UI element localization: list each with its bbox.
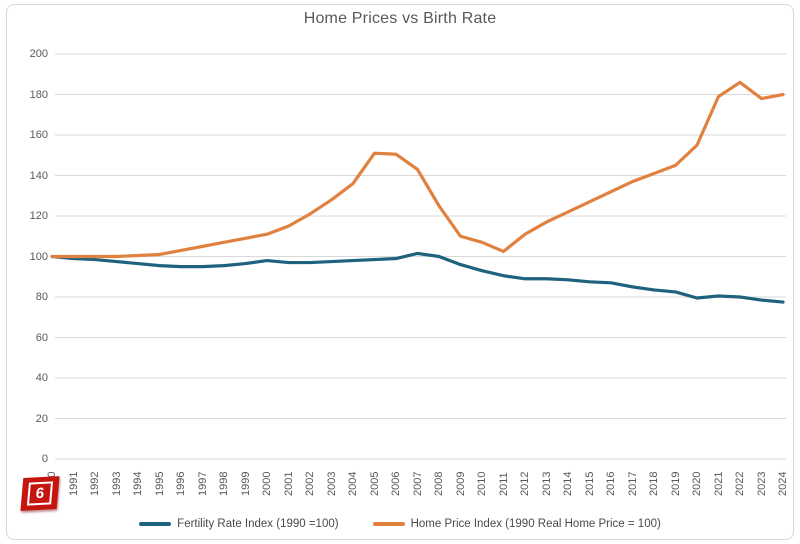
x-axis-label: 2004	[347, 471, 359, 496]
y-axis-label: 80	[35, 291, 48, 303]
legend-item-fertility: Fertility Rate Index (1990 =100)	[139, 518, 339, 530]
y-axis-label: 20	[35, 412, 48, 425]
x-axis-label: 2009	[454, 471, 467, 496]
x-axis-label: 2021	[712, 471, 725, 496]
x-axis-label: 2008	[433, 471, 445, 496]
fertility-rate-line	[50, 251, 785, 304]
x-axis-label: 2001	[282, 471, 295, 496]
x-axis-label: 2023	[755, 471, 768, 496]
x-axis-label: 2018	[648, 471, 660, 496]
x-axis-label: 2016	[605, 471, 617, 496]
y-axis-label: 40	[35, 372, 48, 384]
y-axis-label: 60	[35, 331, 48, 344]
y-axis-label: 180	[29, 88, 48, 101]
y-axis-label: 200	[29, 48, 48, 60]
x-axis-label: 2005	[368, 471, 381, 496]
x-axis-label: 1993	[110, 471, 123, 496]
x-axis-label: 1992	[89, 471, 101, 496]
x-axis-label: 2013	[540, 471, 553, 496]
x-axis-label: 2019	[669, 471, 682, 496]
home-price-line-swatch	[372, 522, 405, 526]
x-axis-label: 2017	[626, 471, 639, 496]
x-axis-label: 1991	[67, 471, 80, 496]
x-axis-label: 1994	[132, 471, 144, 496]
x-axis-label: 2012	[519, 471, 531, 496]
x-axis-label: 2003	[325, 471, 338, 496]
x-axis-label: 1999	[239, 471, 252, 496]
chart-card	[6, 4, 794, 540]
y-axis-label: 0	[41, 453, 48, 465]
home-price-line	[50, 80, 785, 259]
fertility-line-swatch	[139, 522, 172, 526]
x-axis-label: 2022	[734, 471, 746, 496]
annotation-badge: 6	[20, 476, 60, 511]
x-axis-label: 1996	[175, 471, 187, 496]
x-axis-label: 2024	[777, 471, 789, 496]
x-axis-label: 2011	[497, 472, 510, 496]
x-axis-label: 2015	[583, 471, 596, 496]
x-axis-label: 1998	[218, 471, 230, 496]
x-axis-label: 1997	[196, 471, 209, 496]
y-axis-label: 120	[29, 210, 48, 222]
chart-title: Home Prices vs Birth Rate	[303, 10, 497, 27]
x-axis-label: 2010	[476, 471, 488, 496]
legend-label-fertility: Fertility Rate Index (1990 =100)	[177, 518, 339, 530]
x-axis-label: 2000	[261, 471, 273, 496]
x-axis-label: 2020	[691, 471, 703, 496]
x-axis-label: 1995	[153, 471, 166, 496]
y-axis-label: 160	[29, 129, 48, 141]
legend-label-home-price: Home Price Index (1990 Real Home Price =…	[410, 518, 661, 530]
x-axis-label: 2007	[411, 471, 424, 496]
legend: Fertility Rate Index (1990 =100) Home Pr…	[0, 514, 800, 534]
annotation-badge-number: 6	[26, 481, 54, 506]
y-axis-label: 140	[29, 169, 48, 182]
x-axis-label: 2002	[304, 471, 316, 496]
x-axis-label: 2014	[562, 471, 574, 496]
x-axis-label: 2006	[390, 471, 402, 496]
legend-item-home-price: Home Price Index (1990 Real Home Price =…	[372, 518, 661, 530]
y-axis-label: 100	[29, 250, 48, 263]
